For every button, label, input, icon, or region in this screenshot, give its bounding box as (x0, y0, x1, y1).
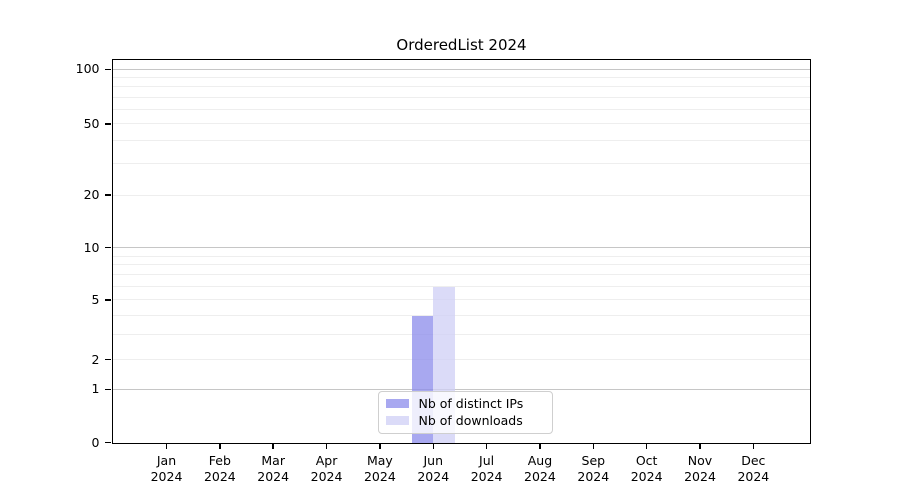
gridline (112, 123, 810, 125)
gridline (112, 162, 810, 164)
chart-title: OrderedList 2024 (396, 36, 527, 54)
x-tick-mark (165, 442, 168, 449)
y-tick-mark (104, 68, 111, 71)
gridline (112, 247, 810, 248)
gridline (112, 314, 810, 316)
gridline (112, 194, 810, 196)
legend-label-distinct-ips: Nb of distinct IPs (418, 395, 524, 411)
gridline (112, 274, 810, 276)
y-tick-mark (104, 388, 111, 391)
x-tick-label: Jun 2024 (417, 452, 450, 485)
y-tick-label: 0 (91, 434, 100, 450)
x-tick-label: Dec 2024 (737, 452, 770, 485)
legend-entry-distinct-ips: Nb of distinct IPs (385, 395, 545, 411)
y-tick-label: 20 (83, 187, 100, 202)
gridline (112, 108, 810, 110)
legend-swatch-distinct-ips (385, 398, 409, 409)
x-tick-label: Apr 2024 (310, 452, 343, 485)
x-tick-mark (485, 442, 488, 449)
x-tick-mark (325, 442, 328, 449)
x-tick-mark (272, 442, 274, 449)
x-tick-mark (752, 442, 755, 449)
plot-area: 0 1 2 5 10 20 50 100 Jan 2024 Feb 2024 Mar 2024 Apr 20… (76, 58, 811, 484)
gridline (112, 388, 810, 390)
y-tick-label: 10 (83, 239, 100, 255)
gridline (112, 299, 810, 301)
x-tick-label: Feb 2024 (203, 452, 236, 485)
x-tick-label: Sep 2024 (577, 452, 610, 485)
legend-entry-downloads: Nb of downloads (385, 413, 545, 429)
gridline (112, 333, 810, 335)
x-tick-label: Mar 2024 (257, 452, 290, 485)
y-tick-mark (104, 123, 111, 125)
y-tick-label: 50 (83, 115, 100, 131)
x-tick-mark (699, 442, 701, 449)
x-tick-mark (592, 442, 595, 449)
gridline (112, 263, 810, 265)
gridline (112, 256, 810, 257)
y-tick-label: 100 (75, 61, 100, 77)
gridline (112, 140, 810, 141)
gridline (112, 77, 810, 78)
legend: Nb of distinct IPs Nb of downloads (377, 390, 553, 434)
x-tick-label: May 2024 (363, 452, 396, 485)
y-tick-label: 2 (91, 351, 100, 367)
y-tick-mark (104, 358, 111, 361)
x-tick-mark (645, 442, 648, 449)
y-tick-label: 5 (91, 291, 100, 307)
y-tick-mark (104, 299, 111, 301)
x-tick-mark (539, 442, 541, 449)
gridline (112, 96, 810, 98)
y-tick-mark (104, 194, 111, 196)
gridline (112, 359, 810, 360)
x-tick-label: Jul 2024 (470, 452, 503, 485)
gridline (112, 286, 810, 287)
y-tick-mark (104, 441, 111, 444)
x-tick-mark (379, 442, 381, 449)
legend-swatch-downloads (385, 415, 409, 426)
y-tick-mark (104, 246, 111, 249)
x-tick-mark (432, 442, 434, 449)
x-tick-label: Oct 2024 (630, 452, 663, 485)
x-tick-mark (219, 442, 221, 449)
x-tick-label: Jan 2024 (150, 452, 183, 485)
x-tick-label: Aug 2024 (524, 452, 556, 485)
gridline (112, 68, 810, 70)
gridline (112, 86, 810, 87)
legend-label-downloads: Nb of downloads (418, 413, 523, 429)
x-tick-label: Nov 2024 (684, 452, 716, 485)
y-tick-label: 1 (91, 381, 100, 397)
